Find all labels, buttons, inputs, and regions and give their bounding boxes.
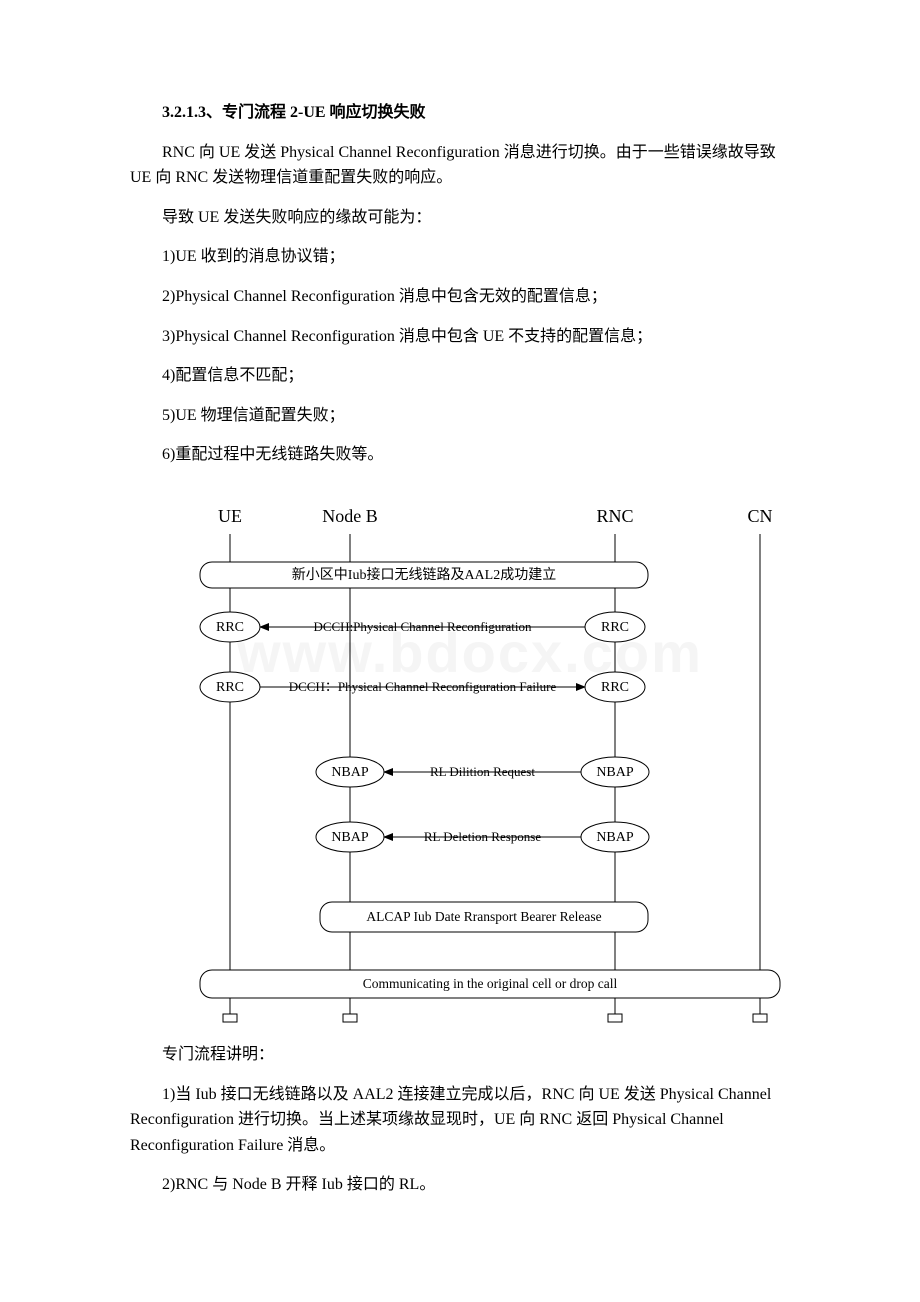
section-heading: 3.2.1.3、专门流程 2-UE 响应切换失败 <box>130 100 790 126</box>
list-item-4: 4)配置信息不匹配； <box>130 363 790 389</box>
phase-box-alcap-text: ALCAP Iub Date Rransport Bearer Release <box>366 909 601 924</box>
msg-pcr-label: DCCH:Physical Channel Reconfiguration <box>313 619 532 634</box>
node-nbap-nb-2-text: NBAP <box>331 830 369 845</box>
paragraph-cause-intro: 导致 UE 发送失败响应的缘故可能为： <box>130 205 790 231</box>
paragraph-intro: RNC 向 UE 发送 Physical Channel Reconfigura… <box>130 140 790 191</box>
actor-rnc-label: RNC <box>596 506 633 526</box>
list-item-5: 5)UE 物理信道配置失败； <box>130 403 790 429</box>
paragraph-explain-1: 1)当 Iub 接口无线链路以及 AAL2 连接建立完成以后，RNC 向 UE … <box>130 1082 790 1159</box>
phase-box-setup-text: 新小区中Iub接口无线链路及AAL2成功建立 <box>292 566 556 583</box>
list-item-2: 2)Physical Channel Reconfiguration 消息中包含… <box>130 284 790 310</box>
lifeline-end-ue <box>223 1014 237 1022</box>
msg-pcr-failure-label: DCCH：Physical Channel Reconfiguration Fa… <box>289 679 557 694</box>
list-item-1: 1)UE 收到的消息协议错； <box>130 244 790 270</box>
node-rrc-ue-1-text: RRC <box>216 620 244 635</box>
lifeline-end-cn <box>753 1014 767 1022</box>
list-item-3: 3)Physical Channel Reconfiguration 消息中包含… <box>130 324 790 350</box>
actor-nodeb-label: Node B <box>322 506 378 526</box>
node-rrc-rnc-1-text: RRC <box>601 620 629 635</box>
phase-box-comm-text: Communicating in the original cell or dr… <box>363 976 618 991</box>
actor-cn-label: CN <box>747 506 772 526</box>
msg-rl-del-req-label: RL Dilition Request <box>430 764 535 779</box>
node-nbap-nb-1-text: NBAP <box>331 765 369 780</box>
lifeline-end-nodeb <box>343 1014 357 1022</box>
paragraph-explain-2: 2)RNC 与 Node B 开释 Iub 接口的 RL。 <box>130 1172 790 1198</box>
node-nbap-rnc-1-text: NBAP <box>596 765 634 780</box>
node-rrc-ue-2-text: RRC <box>216 680 244 695</box>
msg-rl-del-resp-label: RL Deletion Response <box>424 829 541 844</box>
sequence-diagram: www.bdocx.com UE Node B RNC CN 新小区中Iub接口… <box>170 492 790 1032</box>
paragraph-explain-heading: 专门流程讲明： <box>130 1042 790 1068</box>
node-rrc-rnc-2-text: RRC <box>601 680 629 695</box>
actor-ue-label: UE <box>218 506 242 526</box>
lifeline-end-rnc <box>608 1014 622 1022</box>
list-item-6: 6)重配过程中无线链路失败等。 <box>130 442 790 468</box>
node-nbap-rnc-2-text: NBAP <box>596 830 634 845</box>
